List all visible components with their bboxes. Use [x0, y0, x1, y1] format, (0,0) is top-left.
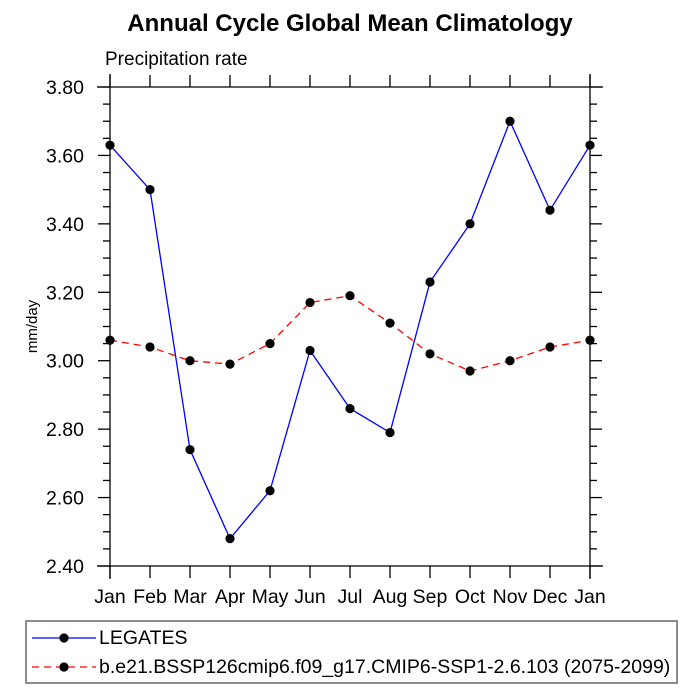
y-tick-label: 3.00 — [46, 351, 84, 373]
y-tick-label: 3.60 — [46, 145, 84, 167]
x-tick-label: Nov — [493, 586, 528, 608]
y-axis-label: mm/day — [24, 299, 41, 353]
data-point-legates-mar — [185, 445, 195, 455]
x-tick-label: Jan — [94, 586, 125, 608]
data-point-model-feb — [145, 342, 155, 352]
data-point-legates-sep — [425, 277, 435, 287]
x-tick-label: Dec — [533, 586, 568, 608]
x-tick-label: Mar — [173, 586, 207, 608]
data-point-legates-jun — [305, 345, 315, 356]
data-point-legates-nov — [505, 116, 515, 126]
data-point-legates-aug — [385, 427, 395, 438]
x-tick-label: May — [252, 586, 289, 608]
legend-label-model: b.e21.BSSP126cmip6.f09_g17.CMIP6-SSP1-2.… — [99, 655, 671, 678]
legend-box: LEGATES b.e21.BSSP126cmip6.f09_g17.CMIP6… — [25, 620, 678, 684]
legend-dot-icon — [59, 662, 69, 672]
data-point-legates-feb — [145, 185, 155, 195]
data-point-model-jun — [305, 297, 315, 308]
series-line-model — [109, 295, 591, 372]
data-point-legates-jan — [585, 140, 595, 150]
data-point-model-jan — [105, 335, 115, 345]
data-point-model-sep — [425, 349, 435, 359]
y-tick-label: 3.80 — [46, 77, 84, 99]
legend-label-legates: LEGATES — [99, 626, 188, 649]
chart-subtitle: Precipitation rate — [105, 49, 248, 70]
y-tick-label: 2.60 — [46, 488, 84, 510]
data-point-legates-apr — [225, 534, 235, 544]
data-point-legates-jan — [105, 140, 115, 150]
legend-dot-icon — [59, 633, 69, 643]
plot-area: Jan Feb Mar Apr May Jun Jul Aug Sep Oct Nov Dec Jan 2… — [24, 74, 606, 608]
legend-sample-dashed-line — [32, 662, 96, 672]
y-tick-label: 2.80 — [46, 419, 84, 441]
data-point-model-dec — [545, 342, 555, 352]
data-point-model-aug — [385, 318, 395, 328]
series-line-legates — [109, 119, 591, 540]
data-point-legates-oct — [465, 219, 475, 229]
data-point-legates-dec — [545, 205, 555, 215]
legend-item-legates: LEGATES — [30, 627, 188, 649]
data-point-model-apr — [225, 359, 235, 369]
x-tick-label: Feb — [133, 586, 167, 608]
y-tick-label: 3.40 — [46, 214, 84, 236]
data-point-model-jan — [585, 335, 595, 345]
x-tick-label: Oct — [455, 586, 486, 608]
data-point-legates-may — [265, 486, 275, 496]
data-point-model-mar — [185, 356, 195, 366]
data-point-model-oct — [465, 366, 475, 376]
x-tick-label: Apr — [215, 586, 246, 608]
y-tick-label: 2.40 — [46, 556, 84, 578]
legend-sample-solid-line — [32, 633, 96, 643]
data-point-model-may — [265, 339, 275, 349]
x-tick-label: Aug — [373, 586, 408, 608]
x-tick-label: Sep — [413, 586, 448, 608]
y-tick-label: 3.20 — [46, 282, 84, 304]
data-point-legates-jul — [345, 404, 355, 414]
x-tick-label: Jun — [294, 586, 325, 608]
x-tick-label: Jul — [338, 586, 363, 608]
chart-title: Annual Cycle Global Mean Climatology — [127, 10, 573, 37]
legend-item-model: b.e21.BSSP126cmip6.f09_g17.CMIP6-SSP1-2.… — [30, 656, 670, 678]
data-point-model-nov — [505, 356, 515, 366]
x-tick-label: Jan — [574, 586, 605, 608]
data-point-model-jul — [345, 291, 355, 301]
